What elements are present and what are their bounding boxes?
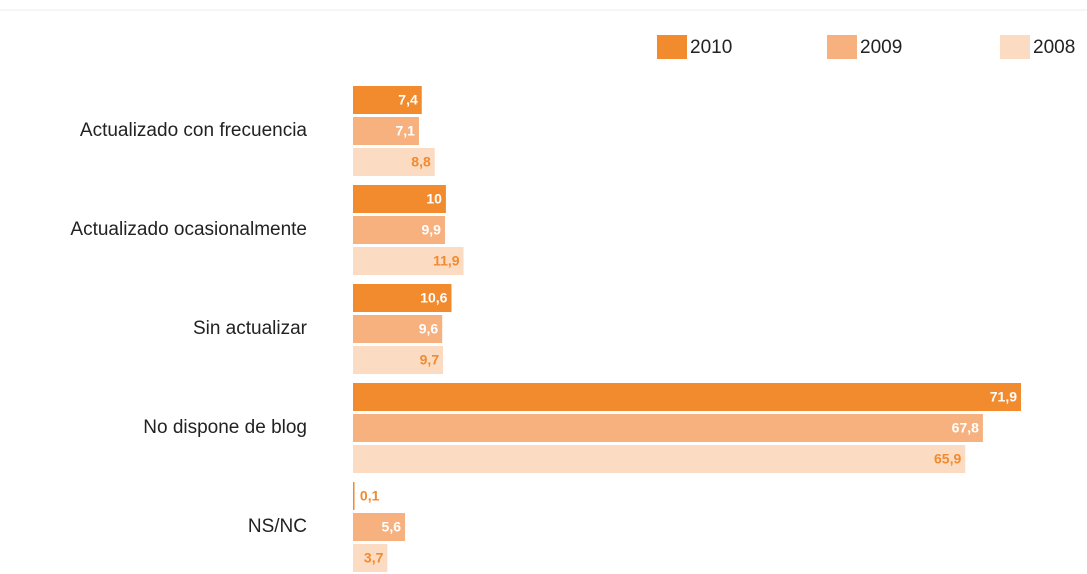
value-label: 9,6 (419, 321, 439, 337)
category-label: Sin actualizar (193, 318, 308, 339)
category-label: NS/NC (248, 516, 307, 537)
bar (353, 513, 406, 541)
value-label: 9,7 (420, 352, 440, 368)
value-label: 67,8 (952, 420, 979, 436)
value-label: 10 (426, 191, 442, 207)
category-label: No dispone de blog (143, 417, 307, 438)
value-label: 9,9 (422, 222, 442, 238)
value-label: 5,6 (382, 519, 402, 535)
legend-label: 2010 (690, 37, 732, 58)
bar (353, 414, 983, 442)
bar (353, 148, 435, 176)
bar (353, 284, 452, 312)
value-label: 0,1 (360, 488, 380, 504)
legend-swatch (657, 35, 687, 59)
bar (353, 247, 464, 275)
legend-swatch (827, 35, 857, 59)
legend-label: 2009 (860, 37, 902, 58)
value-label: 8,8 (411, 154, 431, 170)
value-label: 11,9 (433, 253, 460, 269)
bar (353, 315, 443, 343)
bar (353, 216, 445, 244)
value-label: 3,7 (364, 550, 384, 566)
legend-label: 2008 (1033, 37, 1075, 58)
bar (353, 346, 444, 374)
legend-swatch (1000, 35, 1030, 59)
bar (353, 482, 355, 510)
bar (353, 117, 419, 145)
bar (353, 383, 1021, 411)
value-label: 65,9 (934, 451, 961, 467)
bar (353, 544, 388, 572)
bar (353, 86, 422, 114)
category-label: Actualizado con frecuencia (80, 120, 308, 141)
bar (353, 185, 446, 213)
value-label: 71,9 (990, 389, 1017, 405)
value-label: 7,4 (398, 92, 418, 108)
value-label: 7,1 (395, 123, 415, 139)
bar (353, 445, 966, 473)
value-label: 10,6 (420, 290, 447, 306)
category-label: Actualizado ocasionalmente (70, 219, 307, 240)
